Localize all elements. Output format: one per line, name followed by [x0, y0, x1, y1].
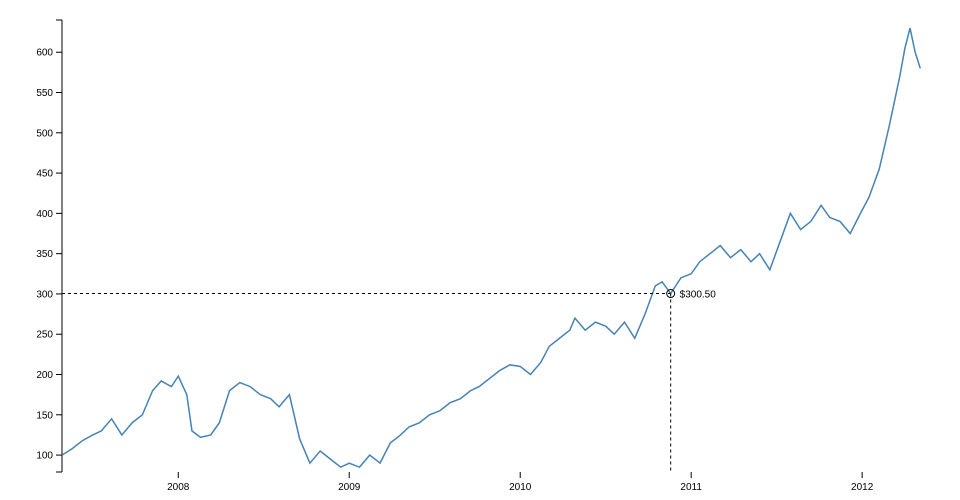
- y-tick-label: 500: [36, 128, 53, 139]
- x-tick-label: 2011: [680, 482, 702, 493]
- x-tick-label: 2010: [509, 482, 532, 493]
- y-tick-label: 200: [36, 370, 53, 381]
- x-tick-label: 2008: [167, 482, 190, 493]
- y-tick-label: 100: [36, 451, 53, 462]
- y-tick-label: 400: [36, 209, 53, 220]
- x-tick-label: 2009: [338, 482, 361, 493]
- focus-label: $300.50: [680, 290, 717, 301]
- y-tick-label: 350: [36, 249, 53, 260]
- focus-point: [666, 289, 676, 299]
- y-tick-label: 600: [36, 48, 53, 59]
- y-tick-label: 450: [36, 169, 53, 180]
- y-tick-label: 550: [36, 88, 53, 99]
- line: [61, 27, 922, 469]
- y-tick-label: 250: [36, 330, 53, 341]
- y-tick-label: 150: [36, 410, 53, 421]
- x-tick-label: 2012: [851, 482, 874, 493]
- y-tick-label: 300: [36, 289, 53, 300]
